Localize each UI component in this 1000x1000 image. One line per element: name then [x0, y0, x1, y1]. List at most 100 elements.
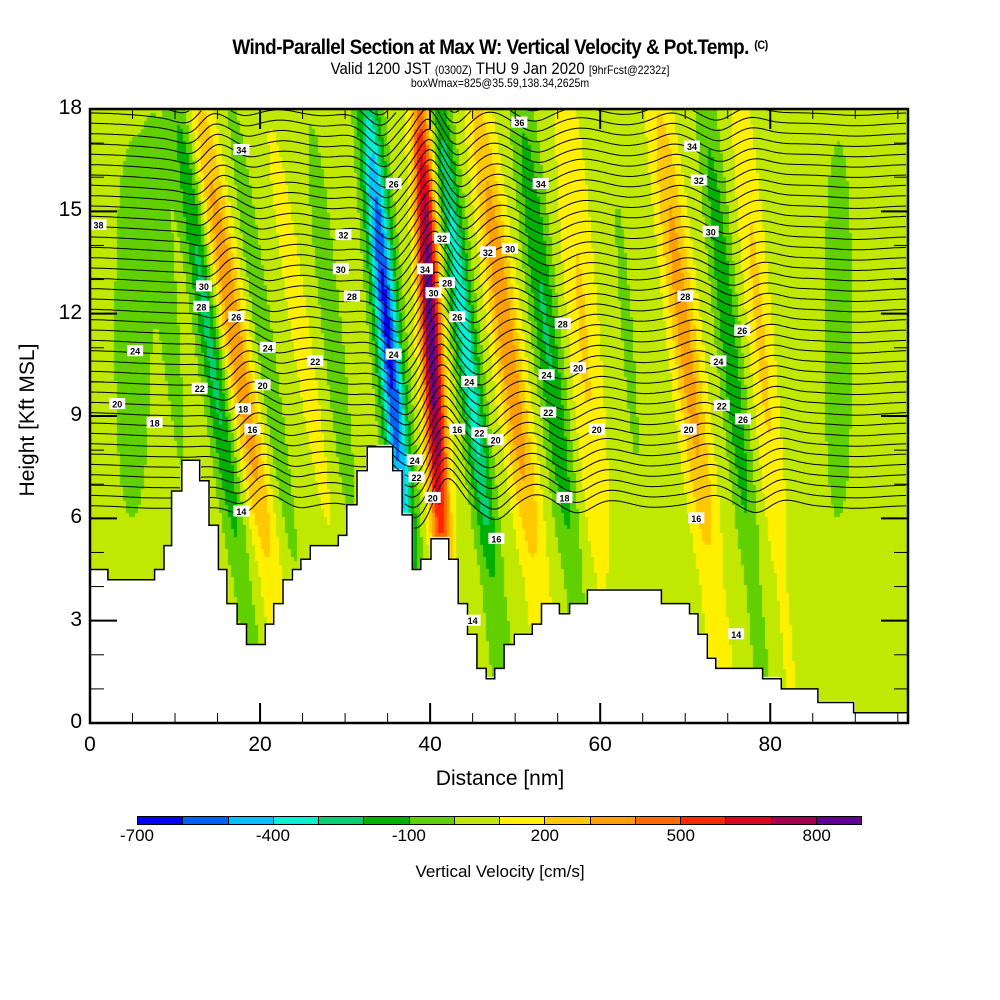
contour-label-text: 20 [684, 425, 694, 435]
contour-label: 34 [417, 263, 433, 275]
contour-label-text: 24 [263, 343, 273, 353]
x-axis-label: Distance [nm] [435, 767, 565, 790]
contour-label-text: 26 [452, 313, 462, 323]
contour-label-text: 22 [411, 473, 421, 483]
isentrope-45 [89, 118, 907, 168]
isentrope-41 [90, 159, 906, 209]
contour-label-box [688, 512, 705, 524]
isentrope-16 [89, 432, 379, 453]
isentrope-18 [89, 395, 907, 447]
contour-label-text: 28 [347, 292, 357, 302]
contour-label-box [479, 246, 496, 258]
contour-label-text: 18 [150, 418, 160, 428]
chart-title: Wind-Parallel Section at Max W: Vertical… [50, 36, 950, 60]
isentrope-33 [90, 240, 907, 292]
isentrope-44 [90, 128, 907, 178]
contour-label-text: 30 [428, 289, 438, 299]
contour-label: 18 [235, 403, 252, 415]
isentrope-48 [692, 108, 742, 121]
contour-label-box [335, 229, 352, 241]
colorbar-segment [319, 817, 365, 824]
contour-label-box [90, 219, 107, 230]
contour-label-text: 32 [483, 248, 493, 258]
y-axis-label: Height [Kft MSL] [16, 343, 39, 497]
contour-label-box [146, 416, 163, 428]
box-wmax-info: boxWmax=825@35.59,138.34,2625m [410, 76, 590, 90]
isentrope-16 [392, 415, 907, 467]
contour-label: 28 [677, 290, 694, 302]
contour-label: 16 [488, 532, 505, 544]
contour-label-text: 26 [738, 415, 748, 425]
contour-label-text: 22 [310, 357, 320, 367]
contour-label-box [554, 317, 571, 329]
colorbar-tick-label: -400 [255, 826, 290, 845]
contour-label-box [710, 355, 727, 367]
isentrope-43 [89, 138, 907, 188]
contour-label: 14 [728, 628, 745, 640]
contour-label-box [556, 491, 573, 503]
contour-label-text: 34 [536, 180, 546, 190]
potential-temperature-contours [89, 108, 907, 529]
contour-label: 18 [146, 416, 163, 428]
isentrope-12 [209, 474, 355, 494]
contour-label-text: 30 [706, 227, 716, 237]
contour-label: 30 [702, 225, 719, 237]
contour-label: 32 [434, 232, 450, 244]
contour-label-text: 28 [442, 279, 452, 289]
contour-label-text: 24 [464, 377, 474, 387]
contour-label: 20 [109, 398, 126, 410]
isentrope-42 [89, 148, 907, 199]
contour-label: 30 [425, 287, 442, 299]
contour-label: 28 [554, 317, 571, 329]
isentrope-26 [89, 312, 907, 364]
colorbar-segment [681, 817, 727, 824]
isentrope-36 [90, 210, 907, 261]
contour-label: 32 [479, 246, 496, 258]
contour-label-text: 28 [558, 319, 568, 329]
contour-label-box [690, 174, 707, 186]
contour-label-box [735, 413, 751, 425]
contour-label-text: 30 [199, 282, 209, 292]
isentrope-14 [200, 453, 366, 474]
contour-label-text: 28 [680, 292, 690, 302]
contour-label-box [343, 290, 360, 302]
contour-label-box [417, 263, 433, 275]
contour-label-text: 20 [428, 493, 438, 503]
isentrope-10 [89, 505, 171, 509]
contour-label-text: 18 [559, 493, 569, 503]
contour-label-box [408, 471, 425, 483]
contour-label-text: 32 [437, 234, 447, 244]
colorbar-segment [635, 817, 681, 824]
y-tick-label: 12 [58, 300, 82, 324]
isentrope-25 [90, 322, 907, 374]
contour-label: 28 [439, 277, 456, 289]
y-tick-label: 3 [70, 607, 82, 631]
copyright-mark: (C) [754, 38, 768, 52]
contour-label: 16 [688, 512, 705, 524]
contour-label: 20 [570, 362, 587, 374]
isentrope-49 [449, 110, 460, 113]
contour-label: 26 [735, 413, 751, 425]
isentrope-20 [90, 374, 907, 426]
contour-label-text: 20 [491, 435, 501, 445]
colorbar-tick-label: 500 [666, 826, 695, 845]
contour-label-text: 20 [592, 425, 602, 435]
contour-label-text: 32 [338, 231, 348, 241]
contour-label: 16 [449, 423, 466, 435]
colorbar-segment [726, 817, 772, 824]
contour-label-text: 20 [573, 364, 583, 374]
contour-label-box [434, 232, 450, 244]
contour-label-box [511, 116, 528, 128]
contour-label: 22 [191, 382, 208, 394]
y-tick-label: 9 [70, 403, 82, 426]
isentrope-14 [90, 463, 181, 468]
contour-label-text: 18 [238, 405, 248, 415]
isentrope-27 [89, 302, 907, 354]
colorbar-tick-label: 800 [802, 826, 831, 845]
contour-label-box [424, 491, 441, 503]
colorbar [137, 816, 862, 825]
contour-label: 32 [335, 229, 352, 241]
isentrope-48 [89, 110, 202, 124]
contour-label-text: 24 [542, 371, 552, 381]
